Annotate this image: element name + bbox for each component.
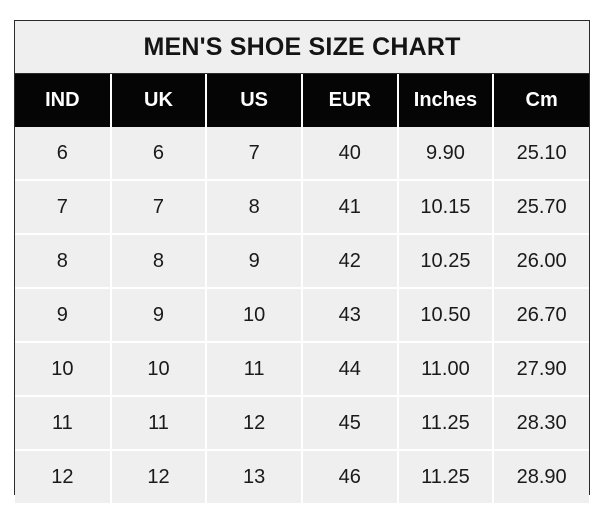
cell-inches: 11.00 xyxy=(397,342,495,397)
cell-cm: 26.00 xyxy=(493,234,589,289)
cell-ind: 11 xyxy=(15,396,112,451)
cell-inches: 9.90 xyxy=(397,127,495,181)
cell-us: 13 xyxy=(206,450,303,503)
cell-eur: 44 xyxy=(301,342,399,397)
cell-us: 7 xyxy=(206,127,303,181)
cell-ind: 7 xyxy=(15,180,112,235)
cell-us: 8 xyxy=(206,180,303,235)
cell-us: 10 xyxy=(206,288,303,343)
column-header-ind: IND xyxy=(15,74,112,127)
cell-inches: 11.25 xyxy=(397,396,495,451)
cell-eur: 42 xyxy=(301,234,399,289)
cell-cm: 25.70 xyxy=(493,180,589,235)
cell-inches: 11.25 xyxy=(397,450,495,503)
cell-ind: 9 xyxy=(15,288,112,343)
column-header-us: US xyxy=(206,74,303,127)
table-body: 6 6 7 40 9.90 25.10 7 7 8 41 10.15 25.70… xyxy=(15,127,589,503)
cell-eur: 40 xyxy=(301,127,399,181)
cell-us: 11 xyxy=(206,342,303,397)
cell-eur: 43 xyxy=(301,288,399,343)
size-chart-container: MEN'S SHOE SIZE CHART IND UK US EUR Inch… xyxy=(14,20,590,503)
cell-uk: 10 xyxy=(110,342,208,397)
cell-ind: 10 xyxy=(15,342,112,397)
table-row: 8 8 9 42 10.25 26.00 xyxy=(15,234,589,289)
table-row: 10 10 11 44 11.00 27.90 xyxy=(15,342,589,397)
cell-us: 12 xyxy=(206,396,303,451)
cell-uk: 7 xyxy=(110,180,208,235)
cell-cm: 26.70 xyxy=(493,288,589,343)
chart-title: MEN'S SHOE SIZE CHART xyxy=(15,21,589,74)
cell-eur: 45 xyxy=(301,396,399,451)
cell-eur: 41 xyxy=(301,180,399,235)
cell-inches: 10.25 xyxy=(397,234,495,289)
cell-uk: 11 xyxy=(110,396,208,451)
cell-cm: 28.90 xyxy=(493,450,589,503)
table-row: 11 11 12 45 11.25 28.30 xyxy=(15,396,589,451)
column-header-eur: EUR xyxy=(301,74,399,127)
column-header-cm: Cm xyxy=(525,89,558,111)
cell-uk: 12 xyxy=(110,450,208,503)
table-row: 12 12 13 46 11.25 28.90 xyxy=(15,450,589,503)
cell-ind: 12 xyxy=(15,450,112,503)
cell-uk: 8 xyxy=(110,234,208,289)
header-row: IND UK US EUR Inches Cm xyxy=(15,74,589,127)
cell-inches: 10.15 xyxy=(397,180,495,235)
cell-inches: 10.50 xyxy=(397,288,495,343)
column-header-uk: UK xyxy=(110,74,208,127)
size-chart-table: IND UK US EUR Inches Cm 6 6 7 40 9.90 25… xyxy=(15,74,589,503)
table-row: 7 7 8 41 10.15 25.70 xyxy=(15,180,589,235)
column-header-inches: Inches xyxy=(397,74,495,127)
cell-uk: 6 xyxy=(110,127,208,181)
table-row: 9 9 10 43 10.50 26.70 xyxy=(15,288,589,343)
cell-us: 9 xyxy=(206,234,303,289)
cell-ind: 8 xyxy=(15,234,112,289)
cell-uk: 9 xyxy=(110,288,208,343)
cell-cm: 25.10 xyxy=(493,127,589,181)
cell-eur: 46 xyxy=(301,450,399,503)
cell-ind: 6 xyxy=(15,127,112,181)
table-header: IND UK US EUR Inches Cm xyxy=(15,74,589,127)
table-row: 6 6 7 40 9.90 25.10 xyxy=(15,127,589,181)
cell-cm: 28.30 xyxy=(493,396,589,451)
cell-cm: 27.90 xyxy=(493,342,589,397)
